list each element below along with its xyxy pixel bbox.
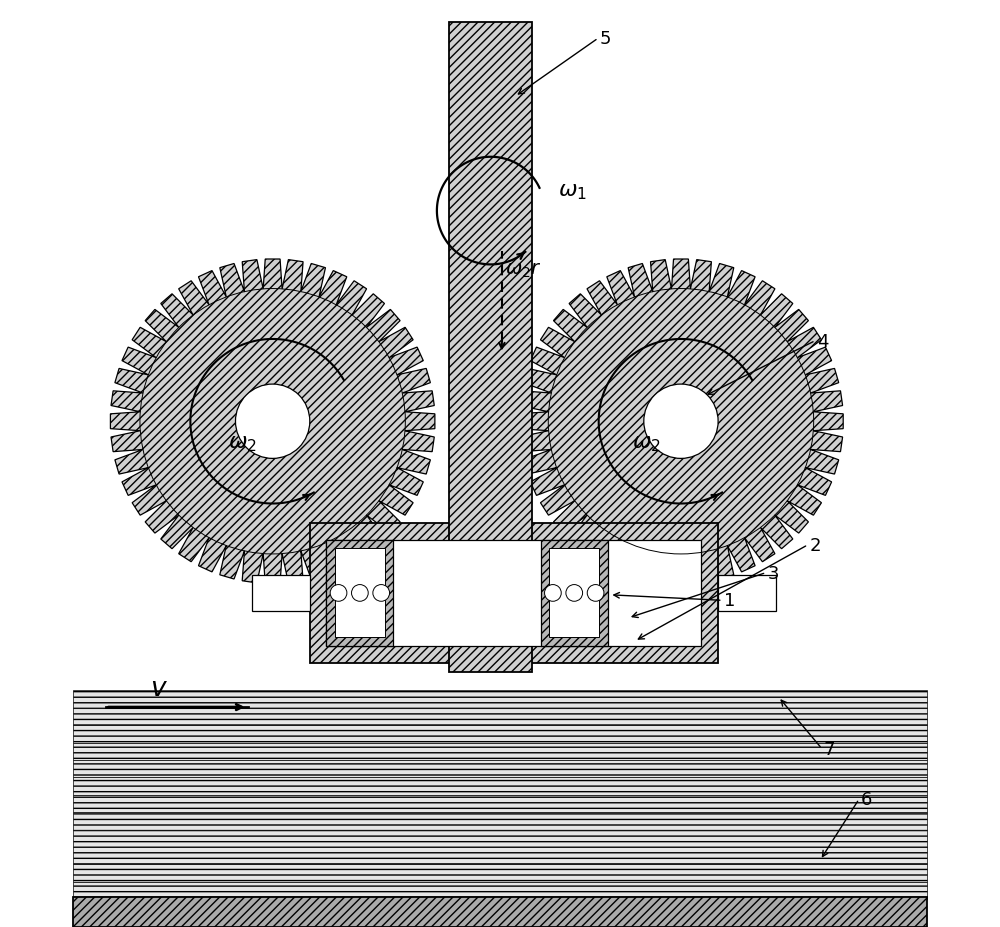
Text: 6: 6 (861, 790, 872, 808)
Text: 4: 4 (817, 332, 829, 350)
Text: 2: 2 (810, 536, 821, 554)
Polygon shape (519, 260, 843, 584)
Bar (73, 847, 927, 864)
Circle shape (330, 585, 347, 602)
Text: 7: 7 (824, 740, 835, 758)
Text: $\omega_2 r$: $\omega_2 r$ (505, 261, 541, 280)
Circle shape (352, 585, 368, 602)
Text: $\omega_2$: $\omega_2$ (632, 433, 661, 453)
Circle shape (644, 385, 718, 459)
Bar (73, 691, 927, 708)
Bar (449, 23, 532, 672)
Text: 5: 5 (600, 30, 612, 48)
Bar (73, 897, 927, 927)
Bar (73, 812, 927, 830)
Polygon shape (110, 260, 435, 584)
Bar (541, 540, 608, 646)
Bar (73, 760, 927, 778)
Text: $\omega_1$: $\omega_1$ (558, 182, 587, 202)
Bar (73, 778, 927, 794)
Circle shape (373, 585, 390, 602)
Bar (73, 882, 927, 899)
Bar (310, 524, 718, 663)
Bar (73, 830, 927, 847)
Bar (549, 549, 599, 638)
Text: 3: 3 (768, 564, 780, 582)
Text: $\omega_2$: $\omega_2$ (228, 433, 256, 453)
Circle shape (235, 385, 310, 459)
Bar (335, 549, 385, 638)
Bar (73, 743, 927, 760)
Bar (326, 540, 701, 646)
Bar (326, 540, 393, 646)
Bar (73, 864, 927, 882)
Bar (252, 576, 310, 611)
Text: $v$: $v$ (150, 675, 168, 701)
Bar (73, 708, 927, 725)
Text: 1: 1 (724, 591, 736, 610)
Bar (73, 725, 927, 743)
Circle shape (587, 585, 604, 602)
Circle shape (545, 585, 561, 602)
Circle shape (566, 585, 583, 602)
Bar (73, 794, 927, 812)
Bar (718, 576, 776, 611)
